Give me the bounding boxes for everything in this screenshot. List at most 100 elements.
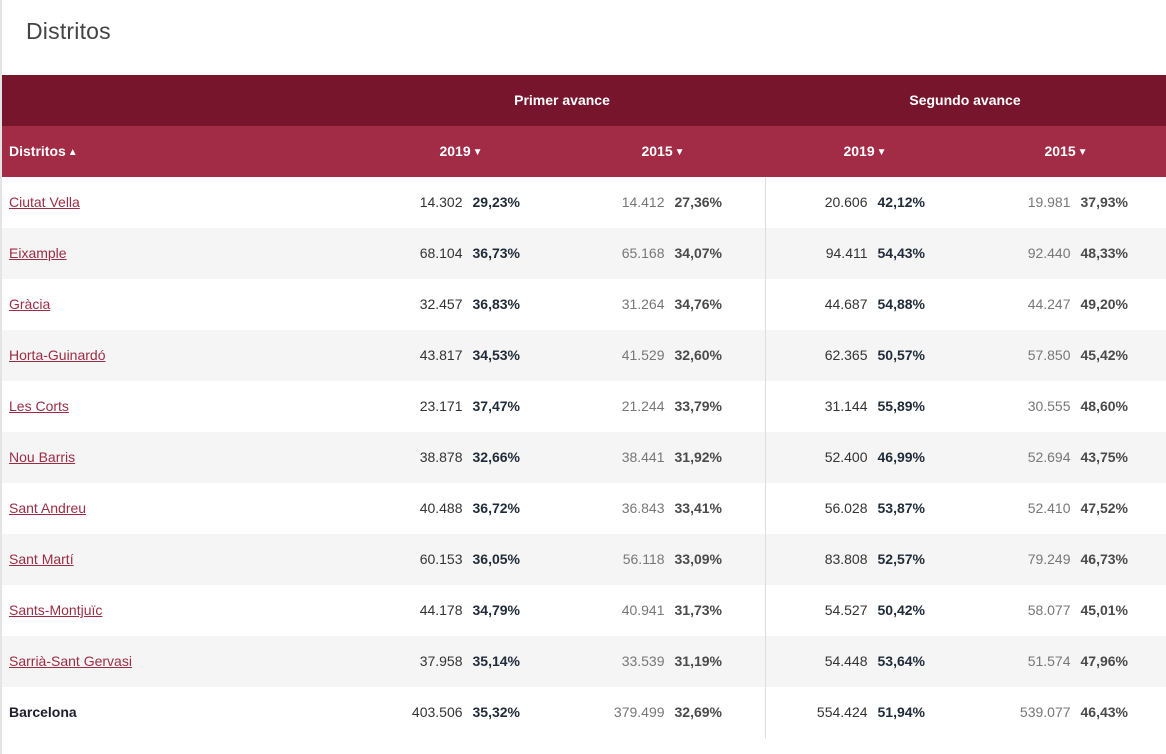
cell-segundo-2019: 56.028 53,87% — [825, 483, 925, 534]
cell-primer-2015: 40.941 31,73% — [622, 585, 722, 636]
sort-header-segundo-2019[interactable]: 2019 ▼ — [764, 126, 966, 177]
votes: 539.077 — [1019, 704, 1071, 720]
cell-segundo-2015: 92.440 48,33% — [1028, 228, 1128, 279]
sort-header-segundo-2015[interactable]: 2015 ▼ — [966, 126, 1166, 177]
votes: 14.302 — [419, 194, 463, 210]
header-label: Distritos — [9, 143, 66, 159]
table-row: Sants-Montjuïc 44.178 34,79% 40.941 31,73%… — [2, 585, 1166, 636]
cell-segundo-2015: 51.574 47,96% — [1028, 636, 1128, 687]
cell-primer-2015: 33.539 31,19% — [622, 636, 722, 687]
percent: 35,32% — [472, 704, 520, 720]
cell-segundo-2015: 44.247 49,20% — [1028, 279, 1128, 330]
percent: 33,79% — [674, 398, 722, 414]
cell-primer-2015: 36.843 33,41% — [622, 483, 722, 534]
percent: 37,93% — [1080, 194, 1128, 210]
votes: 60.153 — [419, 551, 463, 567]
votes: 40.488 — [419, 500, 463, 516]
votes: 68.104 — [419, 245, 463, 261]
district-link[interactable]: Sarrià-Sant Gervasi — [9, 653, 132, 669]
cell-primer-2019: 14.302 29,23% — [420, 177, 520, 228]
group-primer-avance: Primer avance — [514, 92, 610, 108]
votes: 52.694 — [1027, 449, 1071, 465]
percent: 34,76% — [674, 296, 722, 312]
total-row: Barcelona 403.506 35,32% 379.499 32,69% 55… — [2, 687, 1166, 738]
votes: 40.941 — [621, 602, 665, 618]
cell-segundo-2015: 58.077 45,01% — [1028, 585, 1128, 636]
cell-segundo-2015: 79.249 46,73% — [1028, 534, 1128, 585]
cell-primer-2015: 379.499 32,69% — [614, 687, 722, 738]
header-label: 2015 — [1044, 143, 1076, 159]
votes: 43.817 — [419, 347, 463, 363]
percent: 47,52% — [1080, 500, 1128, 516]
table-row: Sant Martí 60.153 36,05% 56.118 33,09% 83.… — [2, 534, 1166, 585]
percent: 47,96% — [1080, 653, 1128, 669]
percent: 55,89% — [877, 398, 925, 414]
cell-segundo-2019: 44.687 54,88% — [825, 279, 925, 330]
cell-segundo-2019: 54.448 53,64% — [825, 636, 925, 687]
district-link[interactable]: Nou Barris — [9, 449, 76, 465]
district-link[interactable]: Sant Andreu — [9, 500, 87, 516]
percent: 46,43% — [1080, 704, 1128, 720]
cell-primer-2019: 38.878 32,66% — [420, 432, 520, 483]
percent: 34,07% — [674, 245, 722, 261]
group-divider — [765, 177, 766, 738]
percent: 45,01% — [1080, 602, 1128, 618]
percent: 31,19% — [674, 653, 722, 669]
cell-primer-2019: 32.457 36,83% — [420, 279, 520, 330]
page-title: Distritos — [26, 18, 111, 44]
votes: 19.981 — [1027, 194, 1071, 210]
votes: 21.244 — [621, 398, 665, 414]
votes: 379.499 — [613, 704, 665, 720]
cell-primer-2015: 14.412 27,36% — [622, 177, 722, 228]
district-link[interactable]: Les Corts — [9, 398, 69, 414]
percent: 36,83% — [472, 296, 520, 312]
header-label: 2019 — [843, 143, 875, 159]
cell-primer-2015: 21.244 33,79% — [622, 381, 722, 432]
votes: 32.457 — [419, 296, 463, 312]
percent: 48,33% — [1080, 245, 1128, 261]
table-row: Gràcia 32.457 36,83% 31.264 34,76% 44.687 5… — [2, 279, 1166, 330]
district-link[interactable]: Sants-Montjuïc — [9, 602, 103, 618]
percent: 36,73% — [472, 245, 520, 261]
column-header-row: Distritos ▲ 2019 ▼ 2015 ▼ 2019 ▼ 2015 ▼ — [2, 126, 1166, 177]
votes: 58.077 — [1027, 602, 1071, 618]
total-label: Barcelona — [9, 704, 77, 720]
district-link[interactable]: Sant Martí — [9, 551, 74, 567]
percent: 42,12% — [877, 194, 925, 210]
votes: 44.247 — [1027, 296, 1071, 312]
percent: 33,09% — [674, 551, 722, 567]
votes: 554.424 — [816, 704, 868, 720]
group-header-row: Primer avance Segundo avance — [2, 75, 1166, 126]
percent: 50,42% — [877, 602, 925, 618]
votes: 31.144 — [824, 398, 868, 414]
percent: 34,53% — [472, 347, 520, 363]
table-row: Horta-Guinardó 43.817 34,53% 41.529 32,60%… — [2, 330, 1166, 381]
percent: 46,73% — [1080, 551, 1128, 567]
votes: 65.168 — [621, 245, 665, 261]
district-link[interactable]: Ciutat Vella — [9, 194, 80, 210]
percent: 35,14% — [472, 653, 520, 669]
sort-header-primer-2019[interactable]: 2019 ▼ — [360, 126, 562, 177]
sort-header-distritos[interactable]: Distritos ▲ — [9, 126, 78, 177]
percent: 31,92% — [674, 449, 722, 465]
cell-primer-2019: 40.488 36,72% — [420, 483, 520, 534]
cell-segundo-2015: 52.694 43,75% — [1028, 432, 1128, 483]
district-link[interactable]: Horta-Guinardó — [9, 347, 106, 363]
table-row: Sant Andreu 40.488 36,72% 36.843 33,41% 56… — [2, 483, 1166, 534]
votes: 57.850 — [1027, 347, 1071, 363]
cell-primer-2019: 43.817 34,53% — [420, 330, 520, 381]
percent: 43,75% — [1080, 449, 1128, 465]
cell-segundo-2015: 52.410 47,52% — [1028, 483, 1128, 534]
district-link[interactable]: Gràcia — [9, 296, 51, 312]
district-link[interactable]: Eixample — [9, 245, 67, 261]
votes: 51.574 — [1027, 653, 1071, 669]
sort-header-primer-2015[interactable]: 2015 ▼ — [562, 126, 764, 177]
percent: 51,94% — [877, 704, 925, 720]
votes: 54.527 — [824, 602, 868, 618]
cell-segundo-2015: 539.077 46,43% — [1020, 687, 1128, 738]
sort-descending-icon: ▼ — [472, 147, 483, 158]
percent: 37,47% — [472, 398, 520, 414]
table-row: Ciutat Vella 14.302 29,23% 14.412 27,36% 2… — [2, 177, 1166, 228]
cell-segundo-2019: 20.606 42,12% — [825, 177, 925, 228]
votes: 56.028 — [824, 500, 868, 516]
